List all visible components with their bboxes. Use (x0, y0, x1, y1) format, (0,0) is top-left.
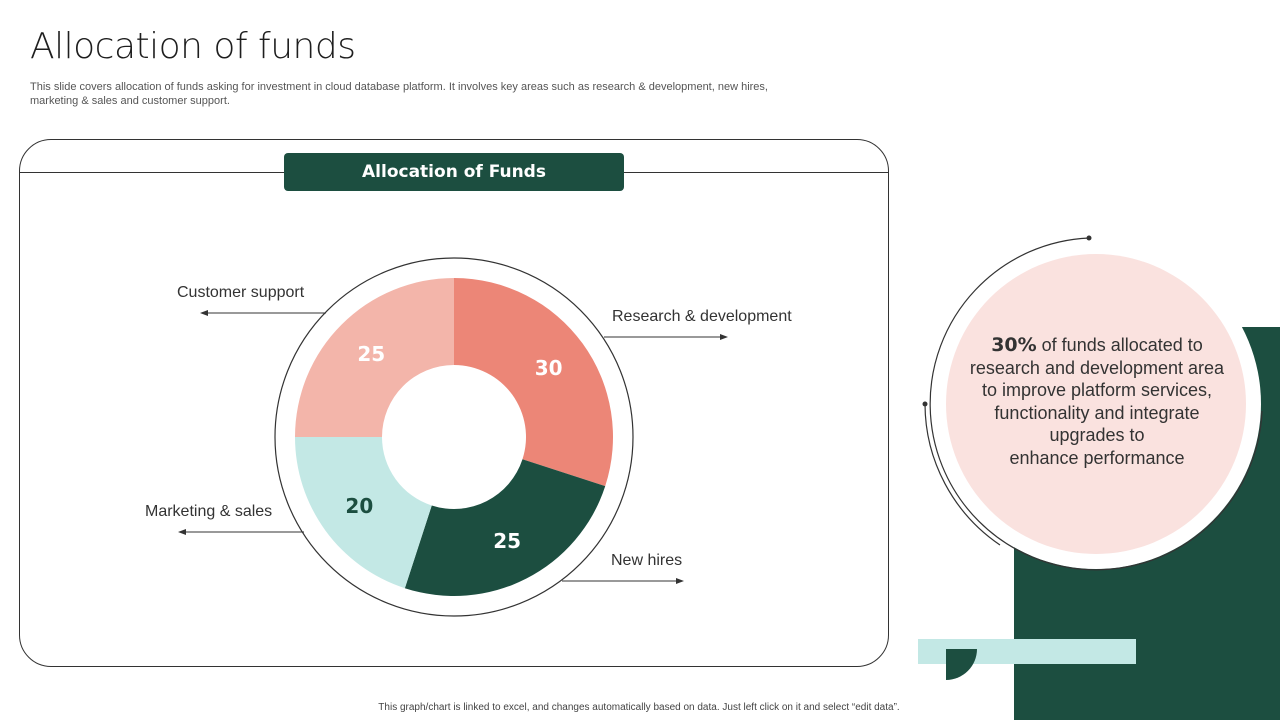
callout-line: upgrades to (1049, 425, 1145, 445)
callout-intro: of funds allocated to (1036, 335, 1203, 355)
callout-arc-left (924, 403, 1001, 546)
category-label-new-hires: New hires (611, 552, 683, 569)
callout-pink-circle (946, 254, 1246, 554)
value-label-customer-support: 25 (357, 342, 386, 367)
callout-dot-top (1086, 235, 1092, 241)
callout-line: to improve platform services, (981, 380, 1213, 400)
donut-slice-new-hires[interactable] (404, 459, 606, 596)
donut-slice-customer-support[interactable] (295, 278, 454, 437)
callout-line: enhance performance (1009, 447, 1185, 468)
callout-text: 30% of funds allocated to research and d… (958, 334, 1236, 469)
page-title: Allocation of funds (30, 26, 356, 67)
value-label-new-hires: 25 (493, 529, 522, 554)
leader-arrow-research-development (720, 334, 728, 340)
page-subtitle: This slide covers allocation of funds as… (30, 81, 768, 107)
footnote: This graph/chart is linked to excel, and… (378, 702, 900, 713)
callout-arc (929, 237, 1263, 571)
category-label-customer-support: Customer support (177, 284, 305, 301)
value-label-research-development: 30 (534, 356, 563, 381)
callout-first-line: 30% of funds allocated to (958, 334, 1236, 357)
leader-arrow-customer-support (200, 310, 208, 316)
chart-heading: Allocation of Funds (284, 153, 624, 191)
callout-percent: 30% (991, 334, 1037, 356)
callout-line: research and development area (969, 357, 1225, 378)
leader-arrow-marketing-sales (178, 529, 186, 535)
callout-dot-left (922, 401, 928, 407)
value-label-marketing-sales: 20 (345, 493, 374, 518)
category-label-marketing-sales: Marketing & sales (145, 503, 273, 520)
donut-slice-research-development[interactable] (454, 278, 613, 487)
category-label-research-development: Research & development (612, 308, 792, 325)
leader-arrow-new-hires (676, 578, 684, 584)
donut-slice-marketing-sales[interactable] (295, 437, 432, 589)
callout-line: functionality and integrate (994, 402, 1200, 423)
